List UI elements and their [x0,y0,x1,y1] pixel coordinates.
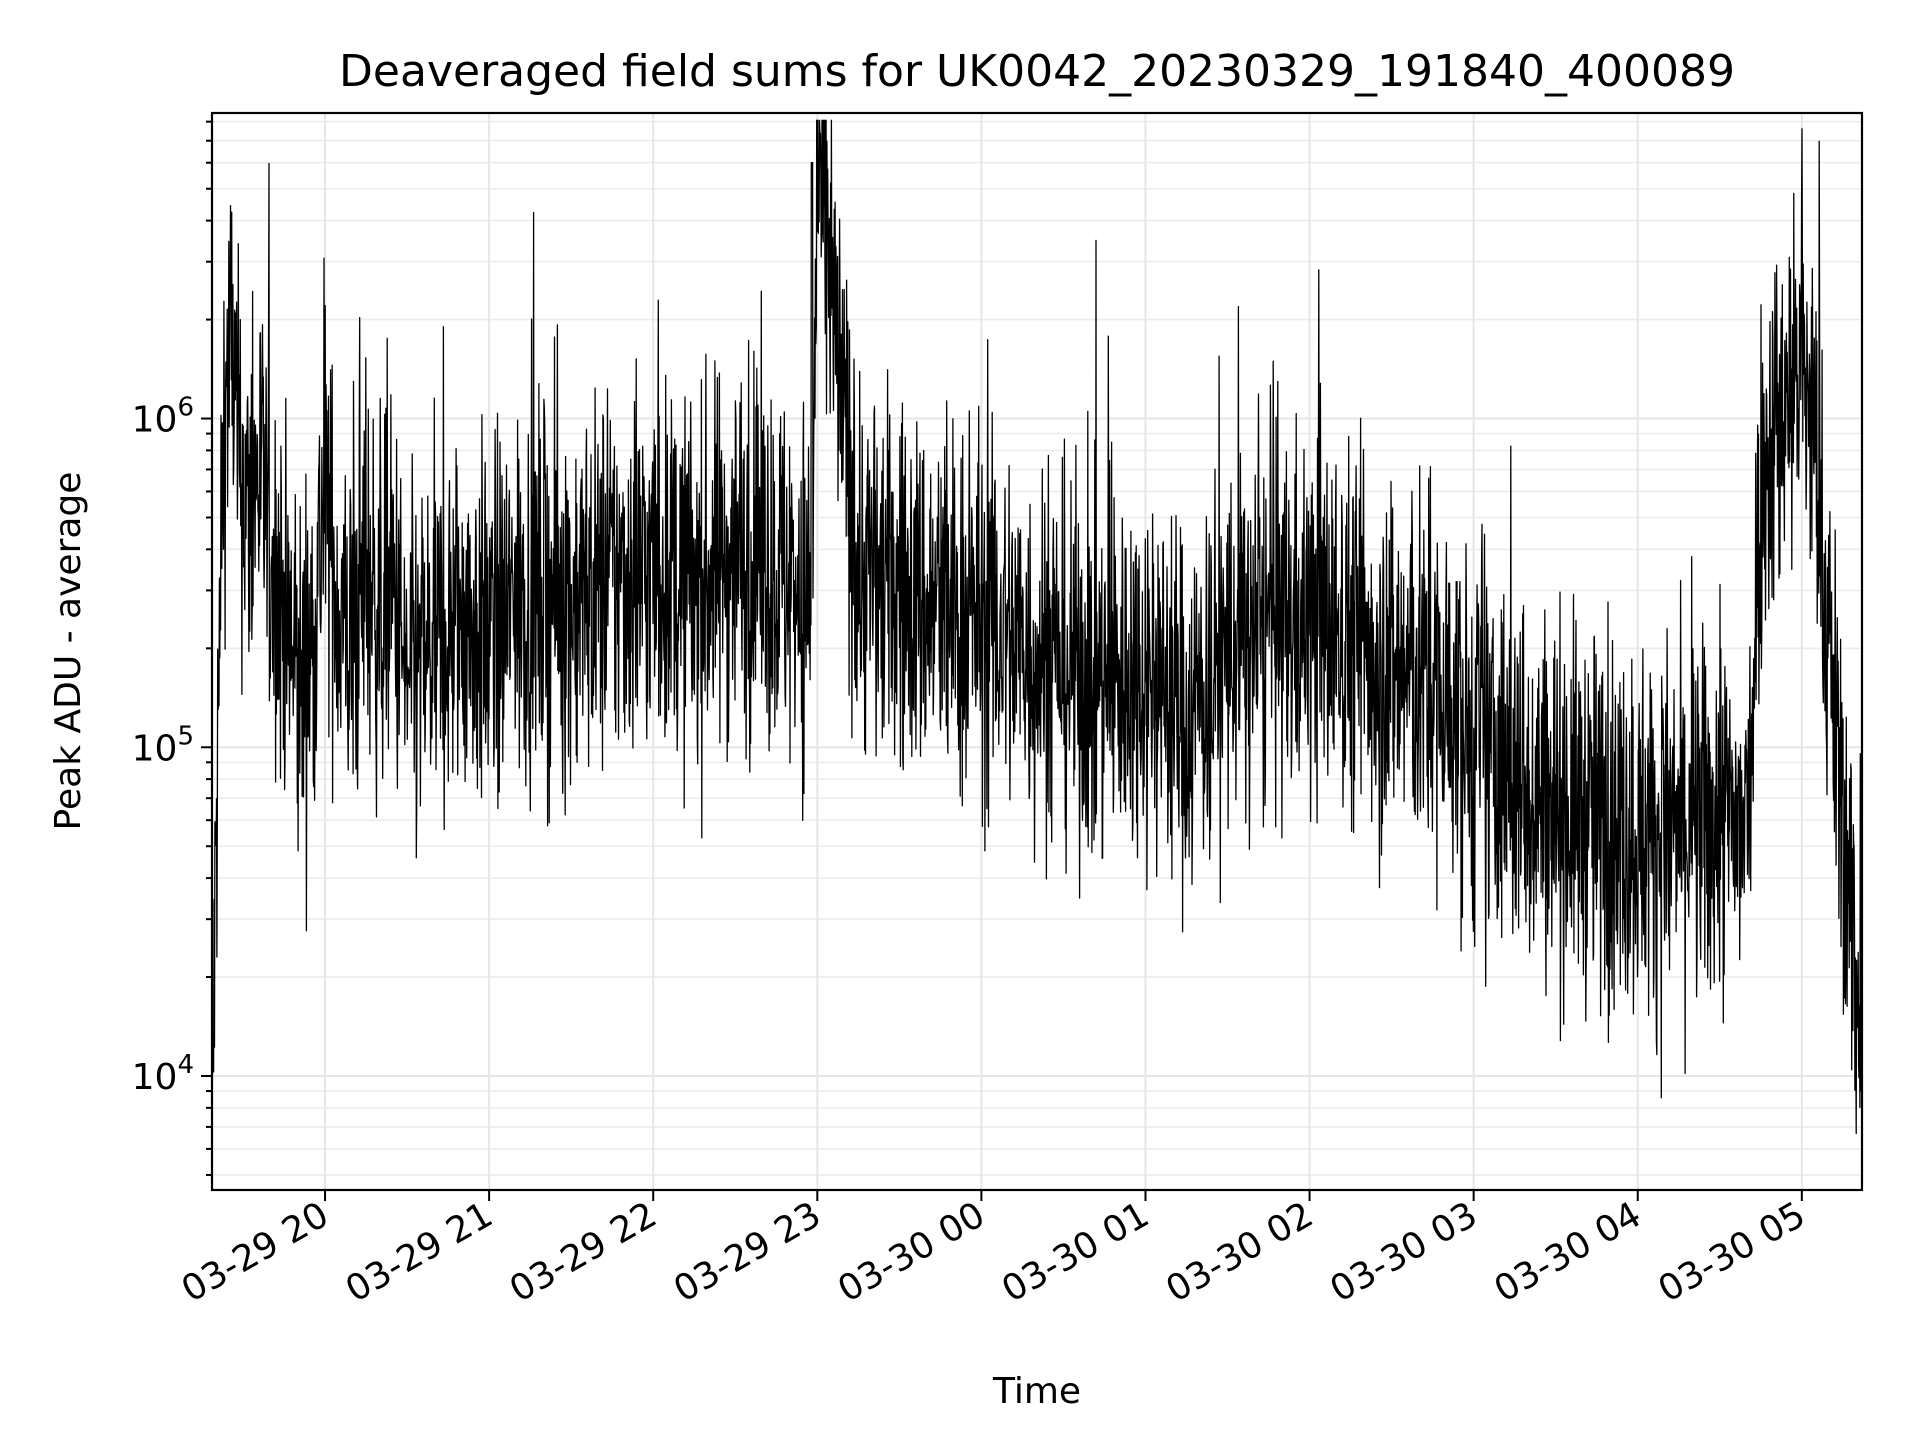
plot-frame [210,111,1864,1192]
y-axis-label: Peak ADU - average [48,472,89,831]
x-axis-label: Time [992,1371,1081,1412]
chart-title: Deaveraged field sums for UK0042_2023032… [339,46,1735,97]
series-layer [211,119,1863,1135]
y-tick-base: 10 [132,1057,178,1098]
y-tick-label: 106 [132,393,194,441]
series-line [211,119,1863,1135]
y-tick-label: 105 [132,721,194,769]
y-tick-base: 10 [132,400,178,441]
y-tick-exponent: 6 [177,393,194,423]
y-tick-label: 104 [132,1050,194,1098]
y-tick-exponent: 5 [177,721,194,751]
y-tick-exponent: 4 [177,1050,194,1080]
y-tick-base: 10 [132,728,178,769]
